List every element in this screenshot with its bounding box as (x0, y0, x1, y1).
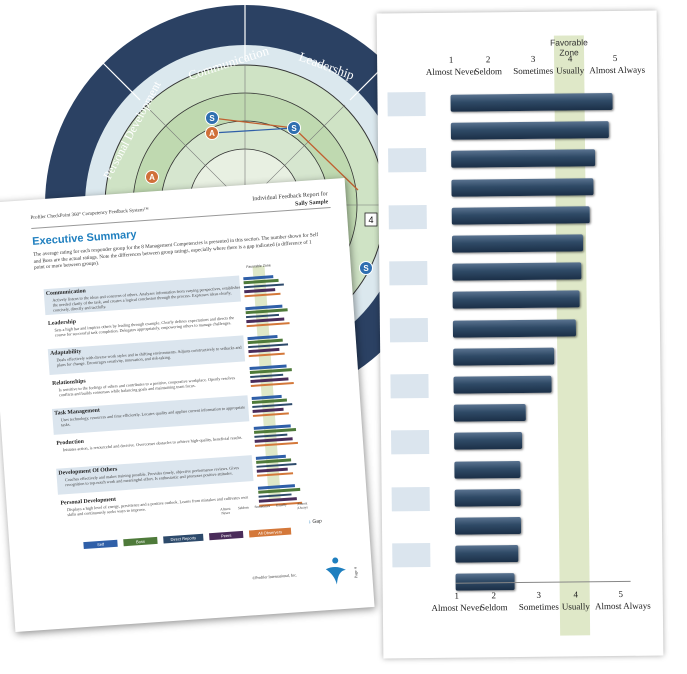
scale-num-5: 5 (618, 588, 624, 599)
gap-indicator: ↕ Gap (308, 518, 323, 526)
mini-rating-bar (252, 402, 293, 409)
bar (452, 319, 576, 338)
mini-scale-4: Usually (275, 502, 287, 508)
bar (455, 545, 519, 563)
executive-summary-page: Profiler CheckPoint 360° Competency Feed… (0, 177, 375, 633)
bar (454, 460, 521, 479)
bar (454, 488, 521, 507)
mini-scale-1: Almost Never (220, 506, 231, 516)
self-marker: S (209, 114, 215, 123)
bar (451, 149, 596, 169)
bar (450, 93, 613, 112)
competency-list: Communication Actively listens to the ide… (0, 178, 375, 632)
all-marker: A (209, 129, 215, 138)
bar (453, 347, 554, 366)
row-band (389, 261, 428, 286)
mini-rating-bar (258, 488, 301, 494)
mini-rating-bar (248, 352, 285, 358)
mini-rating-bar (246, 321, 290, 328)
mini-rating-bar (252, 412, 289, 418)
row-band (388, 204, 427, 230)
bar (454, 517, 521, 535)
bar (454, 432, 523, 451)
bar (453, 404, 527, 422)
bar (452, 290, 580, 310)
row-band (391, 486, 430, 512)
bottom-scale: 1 2 3 4 5 Almost Never Seldom Sometimes … (383, 589, 664, 642)
self-marker: S (363, 264, 369, 273)
mini-rating-bar (250, 381, 294, 388)
bar (451, 234, 584, 253)
mini-rating-bar (245, 308, 288, 315)
bar (453, 375, 553, 394)
bar (451, 206, 590, 225)
row-band (392, 543, 431, 568)
mini-rating-bar (254, 428, 297, 434)
scale-num-2: 2 (491, 590, 497, 601)
row-band (387, 91, 426, 117)
competency-description: Initiates action, is resourceful and dec… (62, 434, 243, 453)
bar (452, 262, 582, 281)
mini-scale-2: Seldom (237, 505, 249, 511)
wheel-badge: 4 (368, 215, 373, 225)
mini-scale-3: Sometimes (254, 503, 271, 510)
mini-rating-bar (257, 471, 294, 477)
competency-description: Is sensitive to the feelings of others a… (58, 375, 236, 398)
scale-label-5: Almost Always (594, 600, 651, 612)
profiler-logo (325, 557, 346, 585)
mini-rating-bar (249, 368, 292, 375)
row-band (390, 373, 429, 399)
mini-rating-bar (244, 292, 281, 298)
self-marker: S (291, 124, 297, 133)
mini-rating-bar (256, 462, 297, 469)
bars-container (377, 11, 664, 659)
gap-label: Gap (312, 518, 323, 526)
page-label: Page 4 (352, 567, 359, 579)
row-band (389, 317, 429, 342)
mini-rating-bar (254, 441, 299, 448)
row-band (388, 148, 427, 173)
bar-chart-page: Favorable Zone 1 2 3 4 5 Almost Never Se… (376, 10, 664, 659)
mini-rating-bar (243, 283, 284, 289)
bar (451, 177, 594, 197)
mini-rating-bar (248, 343, 289, 349)
competency-description: Sets a high bar and inspires others by l… (54, 315, 235, 338)
scale-num-4: 4 (573, 589, 579, 600)
bar (450, 121, 609, 140)
mini-scale-5: Almost Always (296, 501, 308, 511)
all-marker: A (149, 173, 155, 182)
row-band (391, 430, 430, 455)
